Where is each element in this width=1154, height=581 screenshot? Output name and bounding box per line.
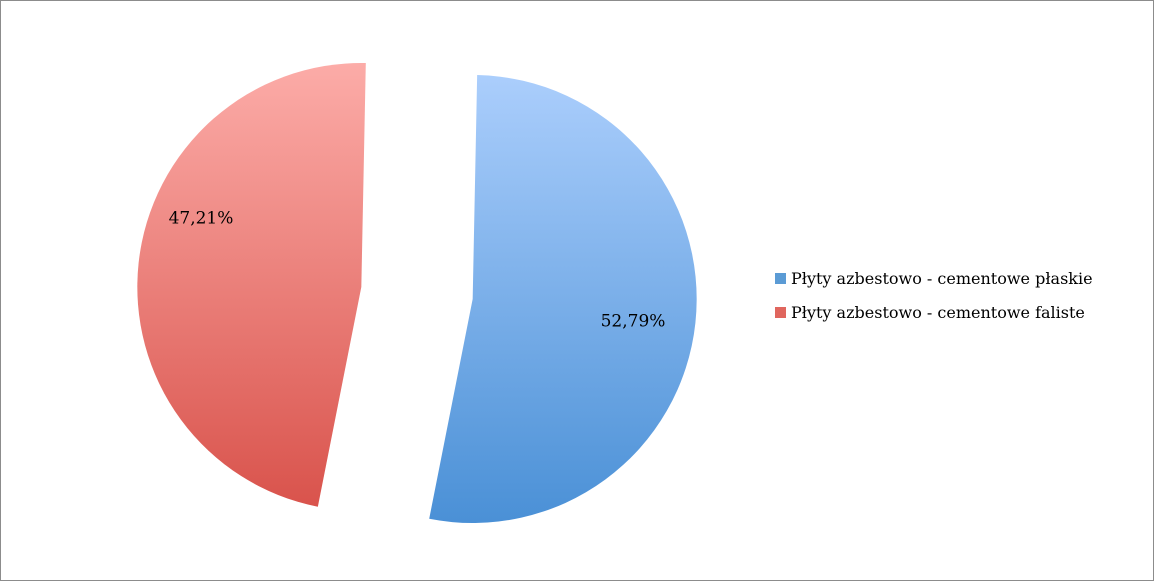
legend-label: Płyty azbestowo - cementowe faliste	[791, 302, 1085, 322]
legend: Płyty azbestowo - cementowe płaskie Płyt…	[775, 268, 1093, 336]
legend-swatch-corrugated	[775, 306, 786, 318]
pie-slice-corrugated	[137, 62, 366, 507]
data-label: 52,79%	[601, 311, 666, 331]
legend-item: Płyty azbestowo - cementowe płaskie	[775, 268, 1093, 288]
legend-swatch-flat	[775, 272, 786, 284]
legend-label: Płyty azbestowo - cementowe płaskie	[791, 268, 1093, 288]
pie-slice-flat	[429, 75, 697, 524]
legend-item: Płyty azbestowo - cementowe faliste	[775, 302, 1093, 322]
data-label: 47,21%	[169, 209, 234, 229]
